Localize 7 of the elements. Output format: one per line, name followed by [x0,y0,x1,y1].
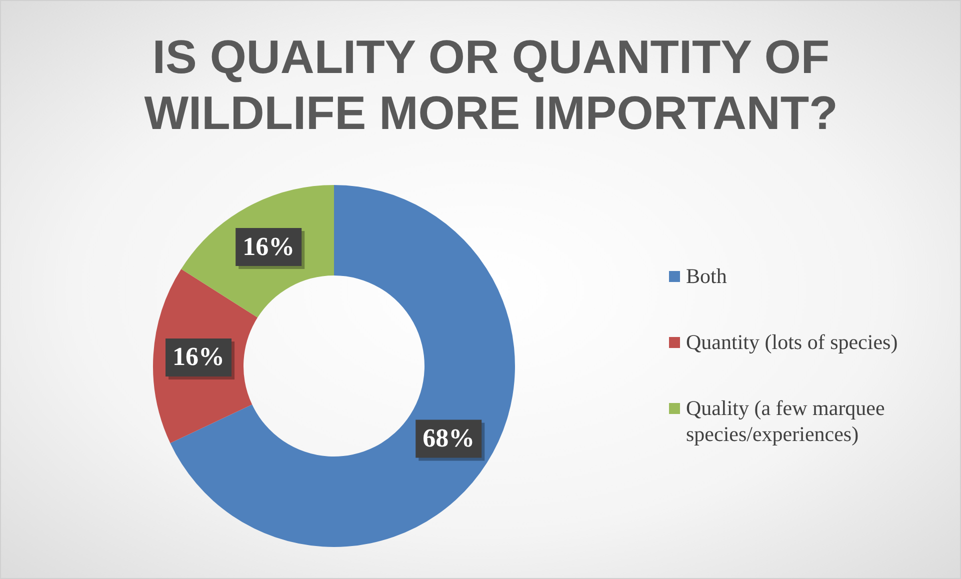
legend-label: Both [686,263,727,289]
data-label: 68% [422,423,475,452]
chart-title: IS QUALITY OR QUANTITY OF WILDLIFE MORE IMPORTANT? [143,29,839,141]
data-label: 16% [172,342,225,372]
legend-label: Quantity (lots of species) [686,329,898,355]
data-label: 16% [242,232,295,261]
legend-label: Quality (a few marquee species/experiences) [686,395,886,447]
